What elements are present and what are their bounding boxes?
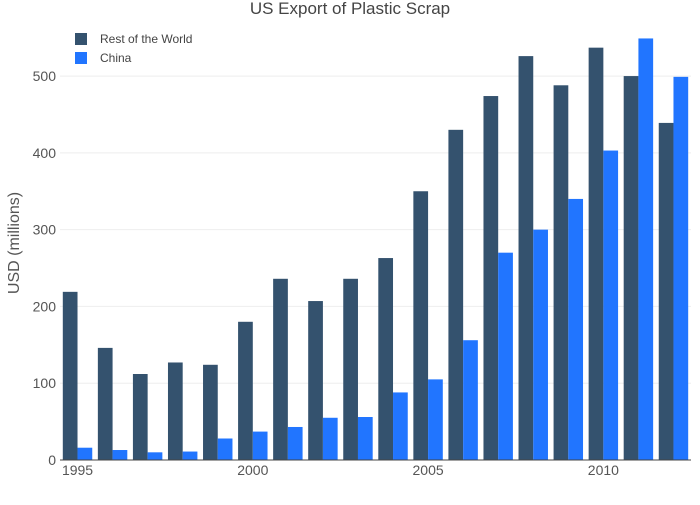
bar[interactable] [428,379,443,461]
bar[interactable] [498,252,513,460]
x-tick-label: 1995 [62,462,93,478]
gridlines [60,75,691,384]
bar[interactable] [568,198,584,460]
series-0 [62,47,674,461]
bar[interactable] [393,392,408,460]
bar[interactable] [287,426,303,460]
bar[interactable] [203,364,218,460]
bar[interactable] [413,191,429,460]
legend-label: China [100,51,132,65]
bar[interactable] [463,340,478,460]
bar[interactable] [343,278,358,460]
bar[interactable] [273,278,288,460]
series-1 [77,38,689,461]
y-axis-title: USD (millions) [6,192,23,294]
y-tick-labels: 0 100 200 300 400 500 [33,68,57,468]
bar[interactable] [217,438,233,461]
y-tick-label: 300 [33,222,57,238]
bar[interactable] [238,321,253,460]
chart-title: US Export of Plastic Scrap [250,0,450,18]
x-tick-labels: 1995 2000 2005 2010 [62,462,619,478]
legend-label: Rest of the World [100,32,192,46]
x-tick-label: 2000 [237,462,268,478]
bar[interactable] [518,56,534,461]
legend-swatch [75,52,87,64]
x-tick-label: 2010 [588,462,619,478]
bar[interactable] [603,150,619,461]
legend-item[interactable]: Rest of the World [75,32,192,46]
bar[interactable] [132,374,148,460]
bars [62,38,689,461]
bar[interactable] [308,301,323,460]
bar[interactable] [483,96,499,460]
bar[interactable] [658,122,674,460]
bar[interactable] [638,38,654,460]
bar[interactable] [97,347,113,460]
bar[interactable] [448,129,464,460]
bar[interactable] [553,85,569,460]
legend[interactable]: Rest of the World China [75,32,192,65]
bar[interactable] [182,451,198,460]
bar[interactable] [378,258,394,460]
bar[interactable] [357,417,373,460]
bar[interactable] [322,417,338,460]
bar[interactable] [112,450,128,460]
bar[interactable] [147,452,163,460]
y-tick-label: 200 [33,298,57,314]
bar[interactable] [623,76,639,460]
y-tick-label: 100 [33,375,57,391]
y-tick-label: 500 [33,68,57,84]
bar[interactable] [533,229,548,460]
bar[interactable] [62,291,78,460]
bar[interactable] [588,47,604,460]
y-tick-label: 400 [33,145,57,161]
legend-item[interactable]: China [75,51,132,65]
legend-swatch [75,33,87,45]
y-tick-label: 0 [48,452,56,468]
bar[interactable] [77,447,93,460]
bar[interactable] [252,431,268,460]
x-tick-label: 2005 [413,462,444,478]
bar[interactable] [673,76,689,460]
bar[interactable] [167,362,183,460]
